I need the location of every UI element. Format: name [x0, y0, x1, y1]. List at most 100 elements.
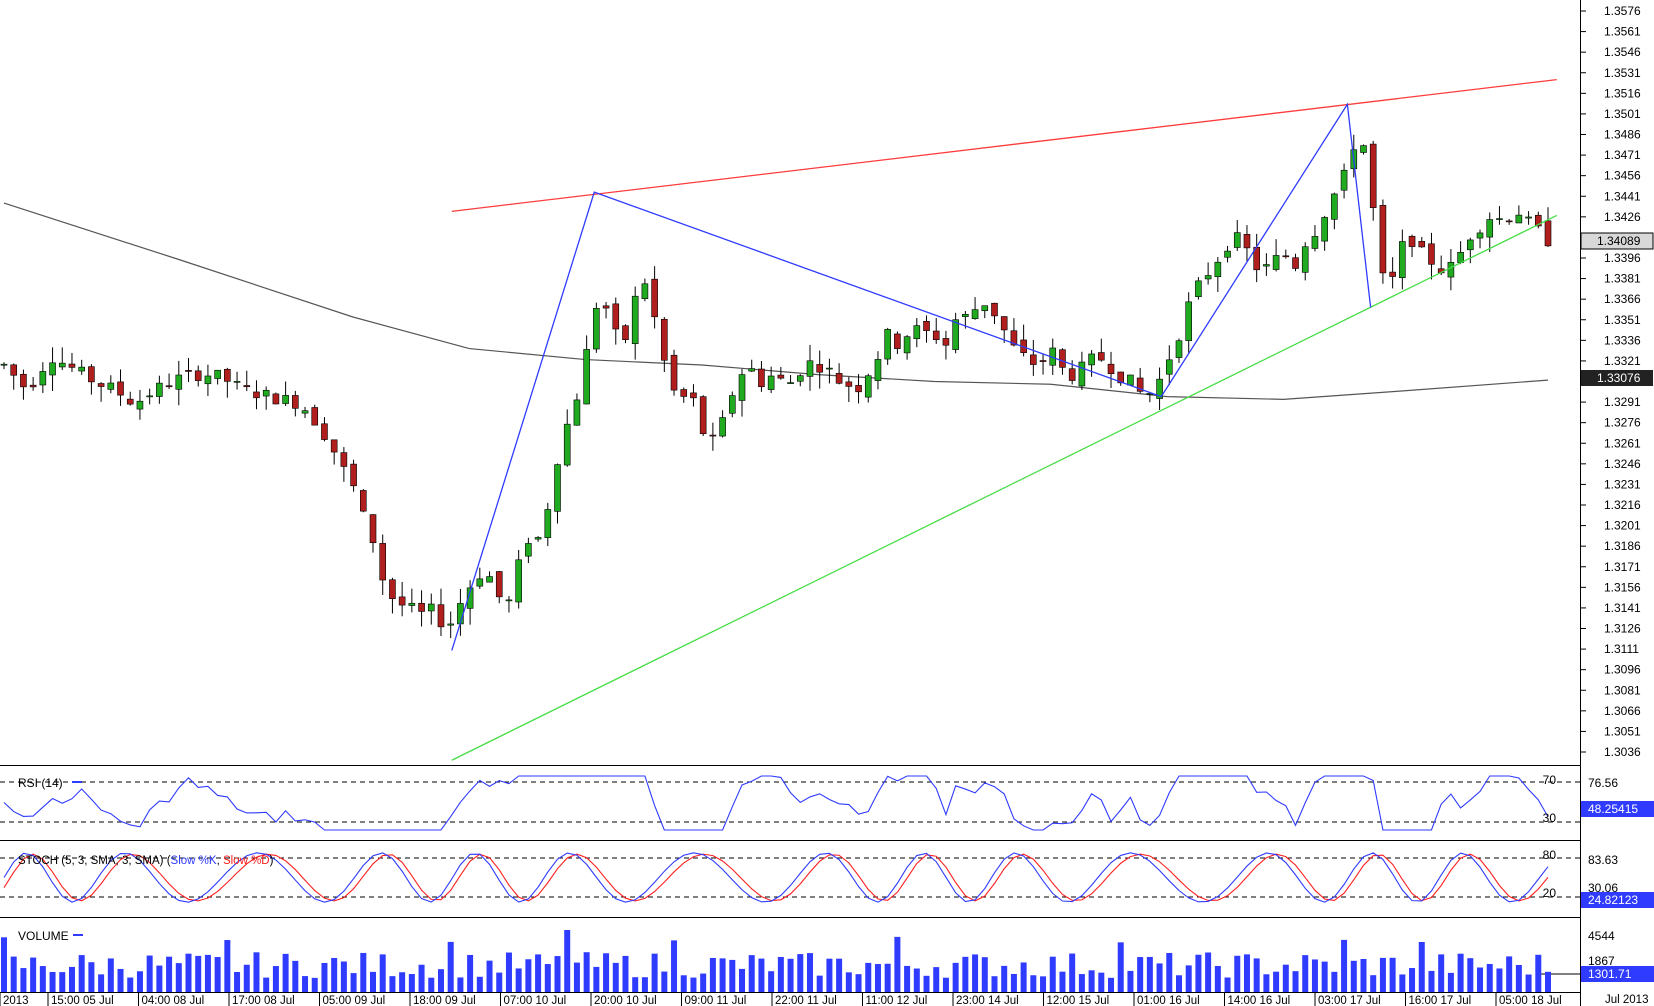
volume-bar — [1467, 958, 1474, 992]
volume-bar — [700, 973, 707, 992]
candle-down — [777, 374, 785, 379]
time-corner-label: Jul 2013 — [1605, 994, 1648, 1006]
candle-up — [554, 464, 561, 512]
volume-bar — [884, 963, 891, 992]
candle-up — [136, 400, 144, 410]
volume-bar — [709, 957, 716, 992]
volume-bar — [1117, 942, 1124, 992]
candle-up — [738, 374, 746, 401]
volume-bar — [457, 977, 464, 992]
volume-bar — [952, 962, 959, 992]
volume-bar — [923, 975, 930, 992]
candle-down — [1534, 214, 1542, 227]
moving-average-line — [3, 202, 1549, 400]
volume-bar — [1350, 960, 1357, 992]
candle-down — [612, 303, 620, 330]
volume-bar — [622, 955, 629, 992]
candle-up — [1078, 361, 1086, 387]
volume-bar — [593, 966, 600, 992]
candle-up — [301, 410, 309, 414]
ma-value-box — [1581, 370, 1653, 386]
candle-up — [175, 374, 183, 390]
candle-down — [670, 354, 678, 391]
volume-bar — [1457, 953, 1464, 992]
volume-bar — [1321, 961, 1328, 992]
volume-bar — [399, 972, 406, 992]
volume-bar — [1175, 975, 1182, 992]
candle-down — [243, 385, 251, 388]
volume-bar — [1282, 964, 1289, 992]
candle-up — [1525, 216, 1532, 219]
candle-up — [952, 319, 959, 350]
candle-down — [1292, 257, 1299, 269]
volume-bar — [204, 954, 211, 992]
volume-label: VOLUME — [18, 929, 69, 943]
volume-bar — [136, 971, 143, 992]
candle-up — [826, 367, 833, 370]
volume-bar — [243, 964, 250, 992]
volume-bar — [302, 976, 309, 992]
volume-bar — [1205, 952, 1212, 992]
volume-bar — [515, 968, 522, 992]
price-tick-label: 1.3561 — [1604, 25, 1641, 39]
candle-down — [97, 383, 105, 387]
price-tick-label: 1.3396 — [1604, 251, 1641, 265]
candle-down — [1098, 352, 1105, 361]
candle-down — [10, 364, 18, 376]
volume-bar — [777, 956, 784, 992]
volume-bar — [797, 954, 804, 992]
volume-bar — [1166, 952, 1173, 992]
candle-up — [884, 329, 891, 360]
candle-down — [855, 385, 862, 393]
candle-down — [126, 398, 134, 405]
time-tick-label: 11:00 12 Jul — [866, 995, 928, 1006]
volume-partial-value: 1867 — [1588, 954, 1615, 968]
candle-up — [971, 309, 979, 319]
candle-down — [835, 373, 843, 384]
price-tick-label: 1.3096 — [1604, 663, 1641, 677]
candle-up — [233, 381, 241, 383]
candle-up — [1272, 255, 1280, 270]
price-tick-label: 1.3186 — [1604, 539, 1641, 553]
volume-bar — [845, 972, 852, 992]
volume-bar — [340, 961, 347, 992]
candle-up — [544, 509, 552, 538]
time-tick-label: 18:00 09 Jul — [413, 995, 476, 1006]
volume-bar — [1088, 970, 1095, 992]
stoch-current-box — [1581, 892, 1654, 908]
candle-down — [699, 396, 707, 435]
volume-bar — [98, 974, 105, 992]
volume-bar — [1234, 955, 1241, 992]
price-tick-label: 1.3351 — [1604, 313, 1641, 327]
price-tick-label: 1.3051 — [1604, 724, 1641, 738]
volume-bar — [1253, 958, 1260, 992]
price-markers: 1.34089 1.33076 — [1580, 232, 1654, 386]
volume-bar — [1360, 959, 1367, 992]
price-tick-label: 1.3246 — [1604, 457, 1641, 471]
volume-bar — [1127, 970, 1134, 992]
volume-bar — [787, 958, 794, 992]
candle-up — [631, 295, 639, 344]
candle-up — [593, 308, 600, 350]
candle-down — [1408, 235, 1416, 247]
volume-bar — [195, 955, 202, 992]
candle-down — [758, 368, 765, 388]
volume-bar — [1098, 972, 1105, 992]
time-tick-label: 03:00 17 Jul — [1318, 995, 1381, 1006]
candle-up — [408, 602, 416, 606]
volume-bar — [146, 955, 153, 992]
stoch-slow-k-label: Slow %K — [171, 855, 217, 867]
volume-bar — [428, 977, 435, 992]
volume-bar — [1409, 968, 1416, 992]
volume-bar — [1545, 971, 1551, 992]
candle-up — [78, 366, 85, 372]
candle-down — [651, 278, 658, 318]
candle-up — [262, 389, 270, 397]
time-tick-label: 20:00 10 Jul — [594, 995, 657, 1006]
volume-bar — [544, 964, 551, 992]
candle-down — [1039, 360, 1047, 362]
price-tick-label: 1.3441 — [1604, 189, 1641, 203]
volume-bar — [379, 954, 386, 992]
candle-up — [719, 417, 726, 437]
candle-down — [292, 395, 299, 409]
